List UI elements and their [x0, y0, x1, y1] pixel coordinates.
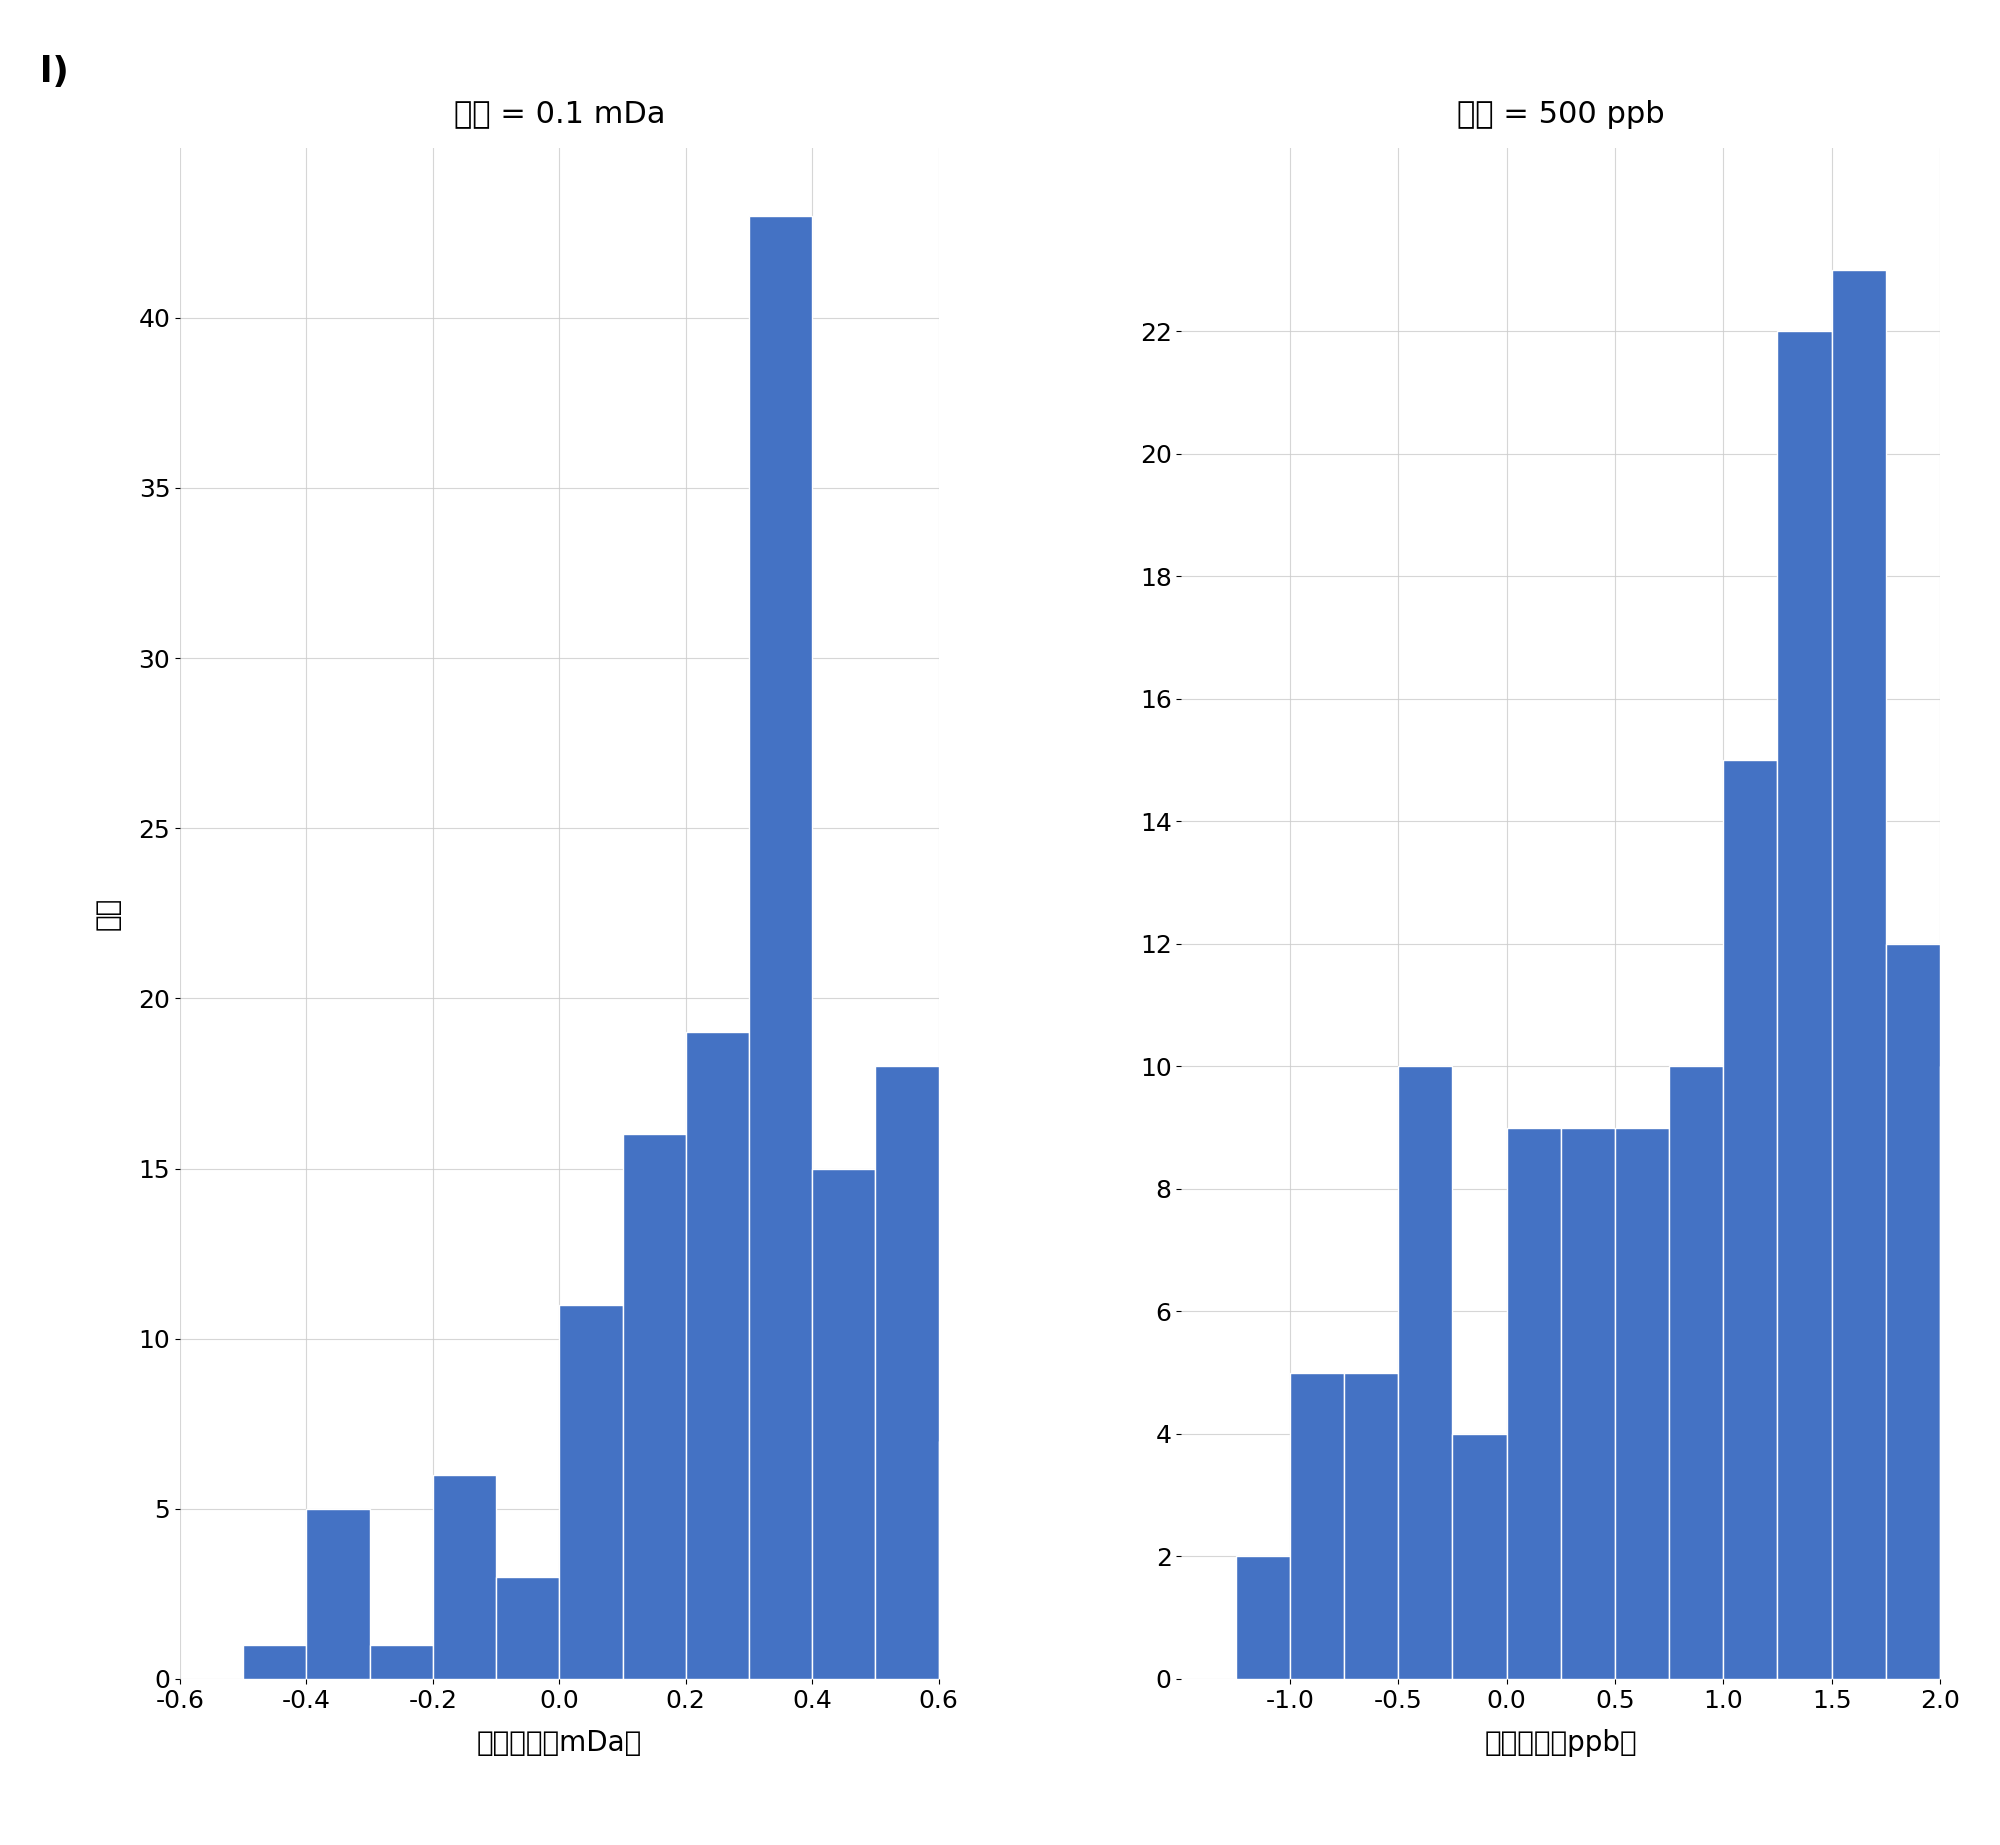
Bar: [812, 1168, 876, 1679]
Bar: [1940, 1066, 1994, 1679]
Title: 平均 = 0.1 mDa: 平均 = 0.1 mDa: [454, 100, 666, 129]
Bar: [1614, 1127, 1670, 1679]
Bar: [686, 1033, 748, 1679]
Bar: [938, 1441, 1002, 1679]
Bar: [560, 1304, 622, 1679]
Bar: [1886, 945, 1940, 1679]
X-axis label: 質量誤差（mDa）: 質量誤差（mDa）: [476, 1729, 642, 1756]
Bar: [876, 1066, 938, 1679]
Bar: [1002, 1646, 1066, 1679]
Text: l): l): [40, 55, 68, 89]
Bar: [748, 216, 812, 1679]
Bar: [1066, 1646, 1128, 1679]
Title: 平均 = 500 ppb: 平均 = 500 ppb: [1456, 100, 1664, 129]
Bar: [244, 1646, 306, 1679]
Bar: [1778, 332, 1832, 1679]
Bar: [496, 1577, 560, 1679]
Bar: [1670, 1066, 1724, 1679]
Bar: [1506, 1127, 1560, 1679]
Bar: [306, 1509, 370, 1679]
Bar: [1560, 1127, 1614, 1679]
Bar: [1724, 760, 1778, 1679]
X-axis label: 質量誤差（ppb）: 質量誤差（ppb）: [1484, 1729, 1638, 1756]
Bar: [1344, 1373, 1398, 1679]
Bar: [432, 1474, 496, 1679]
Bar: [1452, 1434, 1506, 1679]
Bar: [370, 1646, 432, 1679]
Bar: [1398, 1066, 1452, 1679]
Y-axis label: 頻度: 頻度: [94, 897, 122, 930]
Bar: [1832, 269, 1886, 1679]
Bar: [1290, 1373, 1344, 1679]
Bar: [1236, 1557, 1290, 1679]
Bar: [1994, 1251, 2000, 1679]
Bar: [622, 1135, 686, 1679]
